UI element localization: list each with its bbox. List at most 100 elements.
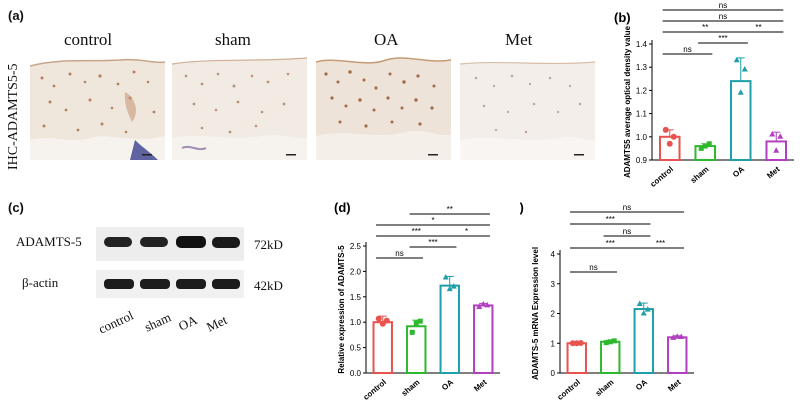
ihc-label-control: control [64,30,113,49]
significance-label: *** [428,238,437,247]
significance-label: *** [656,239,665,248]
y-axis-label: ADAMTS-5 mRNA Expression level [531,247,540,380]
wb-lane-oa: OA [176,312,200,334]
wb-lane-met: Met [204,312,230,335]
y-tick-label: 3 [551,280,556,289]
y-tick-label: 1.3 [636,63,648,72]
bar-OA [439,284,460,374]
significance-label: *** [606,215,615,224]
y-tick-label: 4 [551,250,556,259]
y-tick-label: 0.0 [350,369,362,378]
wb-lane-sham: sham [142,309,174,335]
y-tick-label: 1 [551,339,556,348]
chart-b: (b) 0.9 1.0 1.1 1.2 1.3 1.4 ADAMTS5 average opt… [614,1,794,189]
point-Met [777,133,784,139]
point-sham [611,338,617,344]
ihc-label-oa: OA [374,30,399,49]
wb-size-actin: 42kD [254,278,283,293]
y-tick-label: 2.0 [350,267,362,276]
y-tick-label: 2.5 [350,242,362,251]
point-Met [769,130,776,137]
x-tick-label: Met [472,377,489,393]
point-Met [480,300,487,307]
x-tick-label: control [648,165,675,189]
point-sham [603,340,609,346]
y-tick-label: 0.5 [350,344,362,353]
point-OA [737,89,744,95]
wb-size-adamts5: 72kD [254,237,283,252]
y-axis-label: Relative expression of ADAMTS-5 [337,245,346,374]
point-sham [706,141,712,147]
point-Met [674,333,681,339]
significance-label: ns [719,1,727,10]
panel-c-label: (c) [8,200,24,215]
point-OA [636,300,643,306]
point-OA [640,310,647,316]
significance-label: ** [755,23,761,32]
wb-blot-actin [96,270,244,298]
x-tick-label: Met [765,164,782,180]
significance-label: ns [623,203,631,212]
ihc-label-met: Met [505,30,533,49]
significance-label: ns [589,263,597,272]
point-OA [644,306,651,312]
significance-label: * [465,227,468,236]
significance-label: ns [623,227,631,236]
x-tick-label: OA [440,377,455,392]
y-tick-label: 1.4 [636,40,648,49]
bar-sham [600,340,621,374]
wb-row-label-actin: β-actin [22,275,59,290]
significance-label: *** [606,239,615,248]
point-sham [417,318,423,324]
point-control [577,339,584,346]
y-axis-label: ADAMTS5 average optical density value [623,25,632,178]
significance-label: ** [702,23,708,32]
bar-control [372,321,393,374]
x-tick-label: OA [731,164,746,179]
y-tick-label: 0 [551,369,556,378]
point-OA [442,273,449,280]
point-Met [773,147,780,153]
panel-d-label: (d) [334,200,351,215]
bar-Met [667,336,688,375]
y-tick-label: 1.1 [636,110,648,119]
y-tick-label: 1.0 [350,318,362,327]
significance-label: *** [412,227,421,236]
panel-e-label: (e) [520,200,524,215]
point-OA [741,66,748,72]
ihc-label-sham: sham [215,30,251,49]
point-Met [484,301,491,308]
ihc-image-oa [316,52,451,160]
significance-label: * [431,216,434,225]
point-control [670,133,677,140]
wb-lane-control: control [96,307,136,337]
point-sham [413,320,419,326]
significance-label: ns [395,249,403,258]
x-tick-label: sham [689,165,711,185]
significance-label: ns [683,45,691,54]
point-Met [678,333,685,340]
bar-control [566,342,587,374]
x-tick-label: Met [666,377,683,393]
y-tick-label: 1.5 [350,293,362,302]
panel-b-label: (b) [614,10,631,25]
x-tick-label: sham [400,378,422,398]
point-OA [450,283,457,289]
ihc-image-sham [172,52,307,160]
point-control [383,317,390,324]
x-tick-label: control [555,378,582,402]
point-sham [698,145,704,151]
ihc-image-met [460,52,595,160]
point-sham [607,339,613,345]
point-Met [476,303,483,309]
x-tick-label: control [361,378,388,402]
chart-d: (d) 0.0 0.5 1.0 1.5 2.0 2.5 Relative expression… [334,200,500,402]
y-tick-label: 1.2 [636,86,648,95]
wb-row-label-adamts5: ADAMTS-5 [16,234,82,249]
bar-control [658,135,681,162]
x-tick-label: sham [594,378,616,398]
significance-label: ns [719,12,727,21]
point-OA [446,285,453,292]
x-tick-label: OA [634,377,649,392]
ihc-row-label: IHC-ADAMTS5-5 [6,63,21,170]
